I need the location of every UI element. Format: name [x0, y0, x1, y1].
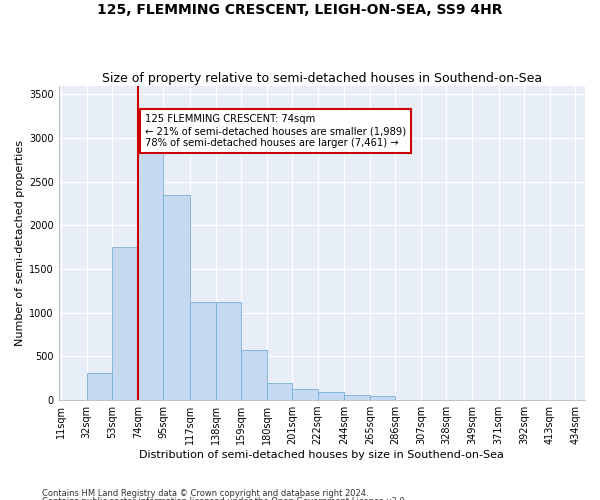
Bar: [266, 383, 292, 400]
Text: Contains HM Land Registry data © Crown copyright and database right 2024.: Contains HM Land Registry data © Crown c…: [42, 488, 368, 498]
Bar: [138, 134, 163, 400]
Bar: [215, 302, 241, 400]
Bar: [87, 373, 112, 400]
Bar: [292, 388, 317, 400]
Bar: [112, 247, 138, 400]
Bar: [163, 195, 190, 400]
Bar: [370, 396, 395, 400]
Text: 125 FLEMMING CRESCENT: 74sqm
← 21% of semi-detached houses are smaller (1,989)
7: 125 FLEMMING CRESCENT: 74sqm ← 21% of se…: [145, 114, 406, 148]
Title: Size of property relative to semi-detached houses in Southend-on-Sea: Size of property relative to semi-detach…: [102, 72, 542, 85]
Y-axis label: Number of semi-detached properties: Number of semi-detached properties: [15, 140, 25, 346]
Bar: [241, 350, 266, 400]
Text: Contains public sector information licensed under the Open Government Licence v3: Contains public sector information licen…: [42, 497, 407, 500]
Bar: [344, 396, 370, 400]
Bar: [190, 302, 215, 400]
X-axis label: Distribution of semi-detached houses by size in Southend-on-Sea: Distribution of semi-detached houses by …: [139, 450, 505, 460]
Bar: [317, 392, 344, 400]
Text: 125, FLEMMING CRESCENT, LEIGH-ON-SEA, SS9 4HR: 125, FLEMMING CRESCENT, LEIGH-ON-SEA, SS…: [97, 2, 503, 16]
